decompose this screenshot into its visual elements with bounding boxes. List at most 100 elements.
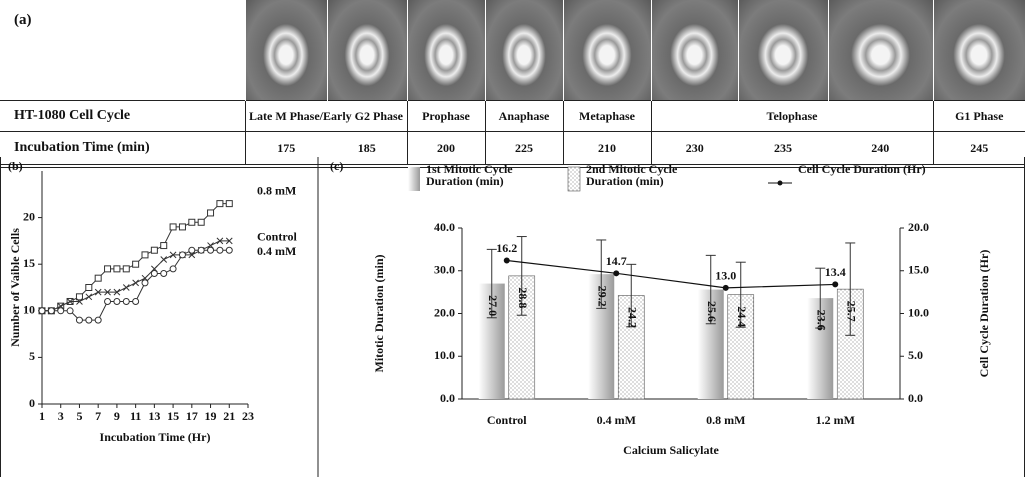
value-label: 27.0 [486, 295, 500, 316]
point [76, 317, 82, 323]
point [170, 266, 176, 272]
x-tick-label: 23 [242, 409, 254, 423]
y-tick-label: 0 [29, 396, 35, 410]
point [179, 224, 185, 230]
point [123, 285, 129, 291]
x-tick-label: 0.4 mM [597, 413, 636, 427]
x-tick-label: 9 [114, 409, 120, 423]
legend-label: Cell Cycle Duration (Hr) [798, 163, 928, 175]
x-tick-label: 11 [130, 409, 141, 423]
y2-tick-label: 10.0 [908, 305, 929, 319]
point [123, 298, 129, 304]
legend-label: 1st Mitotic Cycle Duration (min) [426, 163, 556, 187]
legend-item: Cell Cycle Duration (Hr) [798, 163, 928, 197]
value-label: 14.7 [606, 254, 627, 268]
y-tick-label: 20 [23, 209, 35, 223]
phase-label: Telophase [651, 101, 933, 132]
x-tick-label: Control [487, 413, 527, 427]
point [723, 285, 729, 291]
point [105, 266, 111, 272]
point [114, 266, 120, 272]
plots: (b)051015201357911131517192123Incubation… [0, 157, 1025, 477]
page: {"panel_a": {"label": "(a)", "row_labels… [0, 0, 1025, 477]
legend-item: 1st Mitotic Cycle Duration (min) [426, 163, 556, 197]
point [217, 247, 223, 253]
point [133, 298, 139, 304]
point [48, 308, 54, 314]
cell-image [828, 0, 933, 101]
point [86, 294, 92, 300]
value-label: 29.2 [596, 286, 610, 307]
value-label: 13.0 [715, 269, 736, 283]
x-tick-label: 7 [95, 409, 101, 423]
point [198, 247, 204, 253]
legend-swatch [568, 167, 580, 191]
point [170, 224, 176, 230]
point [142, 252, 148, 258]
row-label: HT-1080 Cell Cycle [0, 101, 245, 132]
point [226, 201, 232, 207]
panel-label: (b) [8, 159, 23, 173]
y2-tick-label: 5.0 [908, 348, 923, 362]
y-axis-title: Number of Vaible Cells [8, 228, 22, 347]
value-label: 25.6 [705, 301, 719, 322]
point [217, 201, 223, 207]
point [161, 257, 167, 263]
point [179, 252, 185, 258]
point [226, 247, 232, 253]
series-line [507, 260, 836, 287]
value-label: 23.6 [815, 310, 829, 331]
x-tick-label: 0.8 mM [706, 413, 745, 427]
x-axis-title: Incubation Time (Hr) [100, 430, 211, 444]
point [142, 280, 148, 286]
cell-image [563, 0, 651, 101]
cell-image [407, 0, 485, 101]
cell-image [327, 0, 407, 101]
point [123, 266, 129, 272]
y2-tick-label: 0.0 [908, 391, 923, 405]
point [114, 298, 120, 304]
y-tick-label: 10.0 [434, 348, 455, 362]
point [208, 210, 214, 216]
point [67, 308, 73, 314]
phase-label: Metaphase [563, 101, 651, 132]
point [161, 243, 167, 249]
value-label: 25.7 [845, 301, 859, 322]
y-tick-label: 15 [23, 256, 35, 270]
y2-tick-label: 15.0 [908, 263, 929, 277]
x-tick-label: 13 [148, 409, 160, 423]
cell-image [485, 0, 563, 101]
point [189, 219, 195, 225]
image-row: (a) [0, 0, 1025, 101]
point [105, 298, 111, 304]
point [86, 285, 92, 291]
x-tick-label: 19 [205, 409, 217, 423]
x-axis-title: Calcium Salicylate [623, 443, 719, 457]
phase-label: Late M Phase/Early G2 Phase [245, 101, 407, 132]
y2-axis-title: Cell Cycle Duration (Hr) [977, 250, 991, 378]
cell-image [651, 0, 738, 101]
point [95, 317, 101, 323]
point [208, 247, 214, 253]
phase-label: Anaphase [485, 101, 563, 132]
y-tick-label: 10 [23, 303, 35, 317]
y-axis-title: Mitotic Duration (min) [372, 255, 386, 373]
legend-label: 2nd Mitotic Cycle Duration (min) [586, 163, 716, 187]
legend-swatch [408, 167, 420, 191]
legend-item: 2nd Mitotic Cycle Duration (min) [586, 163, 716, 197]
series-label: 0.8 mM [257, 183, 296, 197]
point [133, 280, 139, 286]
phase-row: HT-1080 Cell Cycle Late M Phase/Early G2… [0, 101, 1025, 132]
x-tick-label: 5 [76, 409, 82, 423]
cell-image [245, 0, 327, 101]
phase-label: G1 Phase [933, 101, 1025, 132]
value-label: 28.8 [516, 287, 530, 308]
point [832, 281, 838, 287]
x-tick-label: 1.2 mM [816, 413, 855, 427]
point [161, 271, 167, 277]
legend-swatch [778, 181, 783, 186]
point [198, 219, 204, 225]
x-tick-label: 15 [167, 409, 179, 423]
point [613, 270, 619, 276]
value-label: 16.2 [496, 241, 517, 255]
